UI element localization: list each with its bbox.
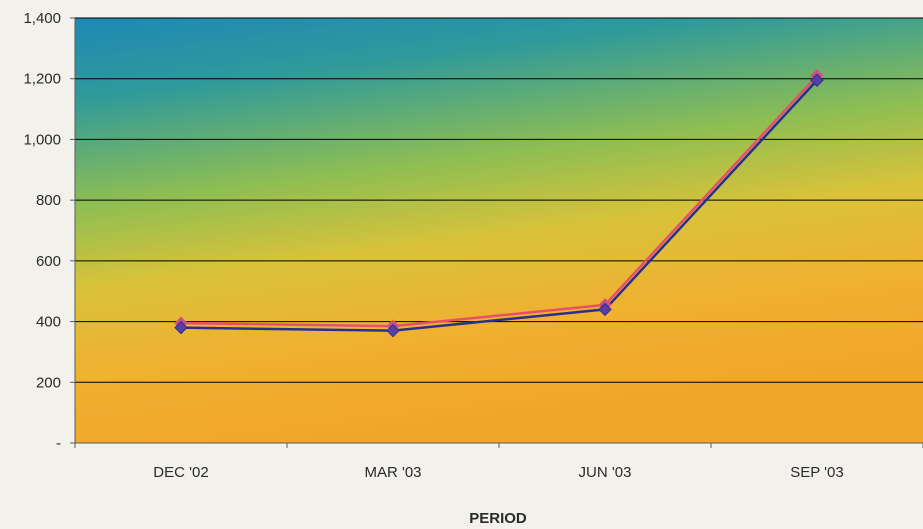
y-tick-label: 200 <box>36 374 61 391</box>
x-tick-label: DEC '02 <box>153 464 208 481</box>
y-tick-label: 1,400 <box>23 10 61 27</box>
data-point-marker <box>386 323 400 338</box>
series-lines <box>174 68 824 338</box>
data-point-marker <box>174 320 188 335</box>
x-tick-label: JUN '03 <box>579 464 632 481</box>
data-point-marker <box>810 73 824 87</box>
x-axis-title: PERIOD <box>469 510 527 527</box>
series-line <box>180 79 818 332</box>
x-tick-label: MAR '03 <box>364 464 421 481</box>
grid-lines <box>75 17 923 383</box>
y-tick-label: - <box>56 435 61 452</box>
y-tick-label: 1,200 <box>23 71 61 88</box>
y-tick-label: 600 <box>36 253 61 270</box>
y-tick-label: 800 <box>36 192 61 209</box>
y-axis-ticks: - 200 400 600 800 1,000 1,200 1,400 <box>23 10 75 452</box>
data-point-marker <box>598 302 612 317</box>
y-tick-label: 400 <box>36 314 61 331</box>
x-axis-ticks: DEC '02 MAR '03 JUN '03 SEP '03 <box>74 443 923 481</box>
series-line <box>180 74 818 328</box>
y-tick-label: 1,000 <box>23 131 61 148</box>
x-tick-label: SEP '03 <box>790 464 843 481</box>
plot-background <box>75 18 923 443</box>
